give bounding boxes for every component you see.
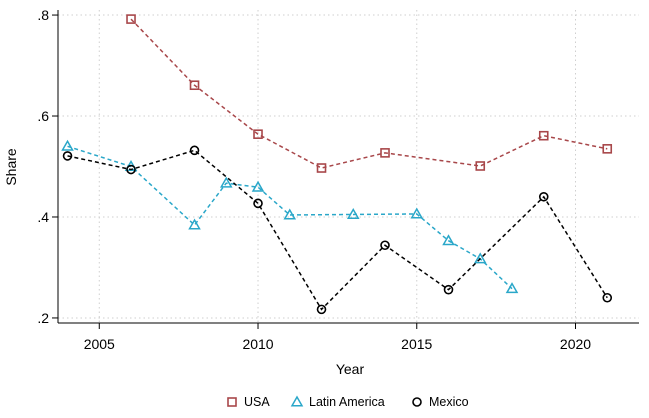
series-line-usa	[130, 18, 608, 169]
data-point-usa	[475, 161, 486, 171]
data-point-latin-america	[473, 252, 487, 264]
legend-item-mexico: Mexico	[412, 395, 469, 409]
data-point-mexico	[62, 151, 73, 161]
legend-label-latin-america: Latin America	[309, 395, 385, 409]
x-tick-label: 2005	[84, 336, 115, 352]
data-point-usa	[316, 163, 327, 173]
data-point-usa	[253, 129, 263, 139]
series-layer	[61, 14, 613, 315]
data-point-mexico	[316, 304, 327, 315]
data-point-latin-america	[410, 207, 424, 219]
data-point-usa	[380, 148, 390, 158]
axes: .2 .4 .6 .8 2005 2010 2015 2020	[37, 7, 639, 352]
x-tick-label: 2015	[401, 336, 432, 352]
data-point-latin-america	[219, 176, 233, 188]
series-line-mexico	[67, 149, 608, 311]
data-point-usa	[126, 14, 136, 24]
legend-marker-usa	[227, 397, 237, 407]
legend-marker-latin-america	[290, 395, 304, 407]
legend-marker-mexico	[412, 397, 422, 407]
series-usa	[126, 14, 613, 173]
data-point-latin-america	[346, 207, 360, 219]
data-point-mexico	[380, 240, 390, 251]
y-tick-label: .8	[37, 7, 49, 23]
data-point-mexico	[538, 191, 549, 202]
data-point-latin-america	[251, 180, 265, 192]
data-point-usa	[538, 130, 549, 141]
legend-item-usa: USA	[227, 395, 270, 409]
legend-label-mexico: Mexico	[429, 395, 469, 409]
x-axis-label: Year	[336, 361, 365, 377]
gridlines	[58, 10, 639, 323]
legend: USA Latin America Mexico	[227, 395, 469, 409]
data-point-mexico	[443, 284, 454, 295]
data-point-usa	[602, 144, 613, 154]
data-point-latin-america	[61, 139, 74, 151]
data-point-mexico	[126, 164, 136, 175]
data-point-latin-america	[283, 208, 297, 220]
data-point-mexico	[602, 292, 613, 303]
legend-label-usa: USA	[244, 395, 270, 409]
data-point-mexico	[189, 145, 200, 156]
y-tick-label: .4	[37, 209, 49, 225]
data-point-latin-america	[188, 218, 201, 230]
y-axis-label: Share	[3, 148, 19, 186]
y-tick-label: .6	[37, 108, 49, 124]
data-point-latin-america	[442, 234, 455, 246]
x-tick-label: 2010	[242, 336, 273, 352]
data-point-latin-america	[505, 282, 519, 294]
legend-item-latin-america: Latin America	[290, 395, 385, 409]
y-tick-label: .2	[37, 310, 49, 326]
x-tick-label: 2020	[560, 336, 591, 352]
data-point-mexico	[253, 198, 263, 209]
series-mexico	[62, 145, 613, 315]
data-point-usa	[189, 80, 200, 91]
